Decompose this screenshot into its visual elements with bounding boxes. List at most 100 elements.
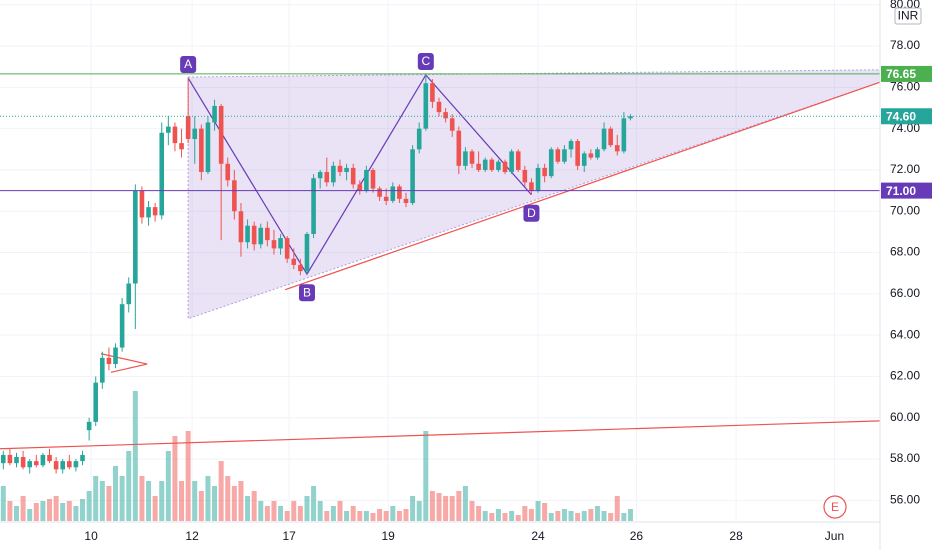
candle-body: [575, 141, 580, 166]
volume-bar: [522, 506, 528, 521]
candle-body: [73, 461, 79, 468]
candle-body: [423, 83, 429, 129]
candle-body: [337, 165, 343, 173]
candle-body: [344, 167, 349, 173]
volume-bar: [429, 491, 435, 521]
event-marker[interactable]: [823, 495, 847, 519]
candle-body: [331, 165, 336, 183]
x-tick-label: 26: [630, 529, 644, 543]
volume-bar: [152, 496, 158, 521]
volume-bar: [621, 513, 627, 521]
volume-bar: [218, 461, 224, 521]
candle-body: [106, 357, 112, 365]
candle-body: [522, 169, 528, 183]
volume-bar: [238, 481, 244, 521]
candle-body: [152, 207, 158, 216]
candle-body: [463, 151, 468, 166]
candle-body: [443, 112, 448, 119]
candle-body: [515, 151, 521, 170]
candle-body: [535, 167, 541, 191]
pattern-label: A: [184, 57, 192, 71]
volume-bar: [0, 486, 6, 521]
candle-body: [245, 225, 250, 243]
candle-body: [621, 118, 627, 152]
candle-body: [390, 186, 396, 201]
candle-body: [7, 454, 13, 464]
volume-bar: [60, 503, 66, 521]
volume-bar: [291, 501, 297, 521]
volume-bar: [53, 496, 59, 521]
pattern-label: B: [303, 285, 311, 299]
x-tick-label: 10: [84, 529, 98, 543]
price-label: 71.00: [886, 184, 916, 198]
candle-body: [172, 126, 178, 144]
volume-bar: [139, 476, 145, 521]
candle-body: [119, 304, 125, 348]
candle-body: [278, 238, 283, 249]
y-tick-label: 64.00: [890, 327, 920, 341]
volume-bar: [337, 501, 343, 521]
overlay-layer: A B C D E: [0, 52, 880, 519]
candle-body: [350, 167, 356, 185]
volume-bar: [264, 506, 270, 521]
volume-bar: [159, 481, 165, 521]
volume-bar: [469, 501, 475, 521]
candle-body: [317, 172, 323, 179]
candle-body: [40, 454, 46, 466]
candle-body: [588, 153, 594, 158]
candle-body: [258, 227, 264, 245]
candle-body: [146, 207, 151, 218]
volume-bar: [271, 501, 277, 521]
volume-bar: [146, 481, 152, 521]
candle-body: [265, 227, 270, 241]
volume-bar: [410, 496, 416, 521]
candle-body: [238, 211, 244, 243]
candle-body: [383, 196, 389, 201]
volume-bar: [119, 476, 125, 521]
x-tick-label: 24: [531, 529, 545, 543]
candle-body: [601, 128, 607, 150]
price-label: 74.60: [886, 109, 916, 123]
volume-bar: [317, 501, 323, 521]
volume-bar: [172, 436, 178, 521]
volume-bar: [614, 496, 620, 521]
candle-body: [509, 151, 514, 173]
y-tick-label: 58.00: [890, 451, 920, 465]
candle-body: [14, 456, 19, 464]
volume-bar: [324, 511, 330, 521]
volume-bar: [304, 496, 310, 521]
candle-body: [67, 461, 72, 468]
volume-bar: [383, 511, 389, 521]
candle-body: [581, 153, 587, 166]
volume-bar: [515, 515, 521, 521]
x-tick-label: 19: [381, 529, 395, 543]
candle-body: [271, 240, 277, 249]
candle-body: [456, 130, 462, 166]
candle-body: [324, 172, 330, 183]
candle-body: [482, 159, 488, 170]
price-label: 76.65: [886, 67, 916, 81]
volume-bar: [132, 391, 138, 521]
candle-body: [555, 149, 561, 162]
candle-body: [416, 128, 422, 150]
candle-body: [192, 128, 198, 139]
pattern-label: C: [421, 54, 430, 68]
event-marker-label: E: [831, 500, 839, 514]
volume-bar: [416, 501, 422, 521]
candle-body: [298, 264, 303, 272]
candle-body: [608, 128, 613, 146]
volume-bar: [179, 481, 185, 521]
candle-body: [284, 238, 290, 259]
volume-bar: [33, 503, 39, 521]
y-tick-label: 70.00: [890, 203, 920, 217]
candle-body: [489, 159, 495, 170]
candle-body: [568, 141, 574, 150]
volume-bar: [594, 506, 600, 521]
volume-bar: [106, 486, 112, 521]
volume-bar: [489, 513, 495, 521]
volume-bar: [192, 481, 198, 521]
volume-bar: [542, 503, 548, 521]
volume-bar: [212, 486, 218, 521]
volume-bar: [423, 431, 429, 521]
